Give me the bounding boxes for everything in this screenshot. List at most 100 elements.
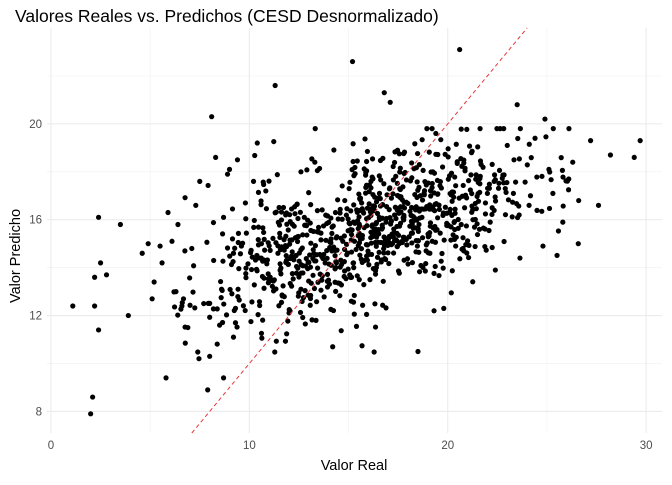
data-point <box>280 204 287 211</box>
data-point <box>182 248 188 254</box>
data-point <box>512 179 519 185</box>
data-point <box>353 323 360 329</box>
data-point <box>266 243 272 249</box>
data-point <box>92 274 98 280</box>
data-point <box>274 172 280 178</box>
data-point <box>296 258 302 264</box>
data-point <box>388 218 394 224</box>
data-point <box>435 215 441 221</box>
data-point <box>314 229 320 235</box>
data-point <box>330 307 337 314</box>
data-point <box>287 241 293 247</box>
data-point <box>445 146 451 152</box>
data-point <box>351 292 357 299</box>
data-point <box>408 212 414 218</box>
data-point <box>449 189 455 195</box>
data-point <box>534 174 540 180</box>
data-point <box>401 214 407 220</box>
data-point <box>376 249 382 255</box>
data-point <box>288 253 295 259</box>
data-point <box>575 241 581 247</box>
data-point <box>440 212 446 218</box>
data-point <box>254 140 260 146</box>
data-point <box>455 216 461 223</box>
data-point <box>268 277 274 283</box>
data-point <box>331 244 337 250</box>
data-point <box>272 210 278 216</box>
data-point <box>387 99 393 105</box>
data-point <box>440 265 446 271</box>
data-point <box>457 256 463 262</box>
x-axis-title: Valor Real <box>321 458 388 474</box>
data-point <box>220 214 227 220</box>
data-points <box>70 46 643 417</box>
data-point <box>279 293 285 299</box>
data-point <box>307 264 314 270</box>
data-point <box>248 318 254 325</box>
data-point <box>419 235 426 241</box>
data-point <box>291 223 297 229</box>
data-point <box>452 210 458 216</box>
data-point <box>276 204 282 211</box>
data-point <box>379 226 385 232</box>
data-point <box>492 177 498 183</box>
data-point <box>390 250 397 256</box>
data-point <box>329 224 335 230</box>
data-point <box>366 189 372 195</box>
data-point <box>489 211 495 218</box>
data-point <box>252 152 258 159</box>
data-point <box>462 205 468 211</box>
data-point <box>393 215 399 222</box>
data-point <box>348 226 354 233</box>
data-point <box>295 293 301 299</box>
data-point <box>391 159 398 166</box>
data-point <box>245 261 251 267</box>
data-point <box>224 245 231 251</box>
data-point <box>477 126 483 132</box>
data-point <box>394 192 401 199</box>
data-point <box>261 285 267 291</box>
data-point <box>482 226 488 232</box>
data-point <box>310 272 316 278</box>
data-point <box>426 149 432 155</box>
data-point <box>517 126 523 132</box>
data-point <box>262 247 268 253</box>
data-point <box>383 305 389 311</box>
data-point <box>227 286 233 293</box>
data-point <box>394 147 401 153</box>
data-point <box>448 224 454 230</box>
data-point <box>528 155 534 161</box>
identity-reference-line <box>191 27 528 434</box>
data-point <box>447 209 453 216</box>
data-point <box>321 294 327 300</box>
data-point <box>294 201 300 207</box>
data-point <box>157 243 163 249</box>
data-point <box>315 224 322 230</box>
data-point <box>273 338 279 344</box>
data-point <box>467 187 473 193</box>
data-point <box>223 312 230 318</box>
data-point <box>560 203 566 209</box>
data-point <box>438 137 444 143</box>
data-point <box>550 190 556 196</box>
x-tick-label: 0 <box>48 440 54 452</box>
x-tick-label: 30 <box>640 440 653 452</box>
data-point <box>238 243 245 249</box>
data-point <box>282 243 289 249</box>
data-point <box>272 349 278 355</box>
data-point <box>191 263 197 269</box>
data-point <box>422 268 428 274</box>
data-point <box>243 275 249 281</box>
data-point <box>539 208 545 214</box>
data-point <box>472 216 478 223</box>
data-point <box>391 226 397 232</box>
data-point <box>390 163 396 170</box>
data-point <box>312 252 318 258</box>
data-point <box>277 247 284 253</box>
data-point <box>460 182 466 189</box>
data-point <box>524 162 530 168</box>
data-point <box>370 191 376 198</box>
data-point <box>477 158 484 164</box>
data-point <box>388 242 394 248</box>
data-point <box>258 255 264 261</box>
